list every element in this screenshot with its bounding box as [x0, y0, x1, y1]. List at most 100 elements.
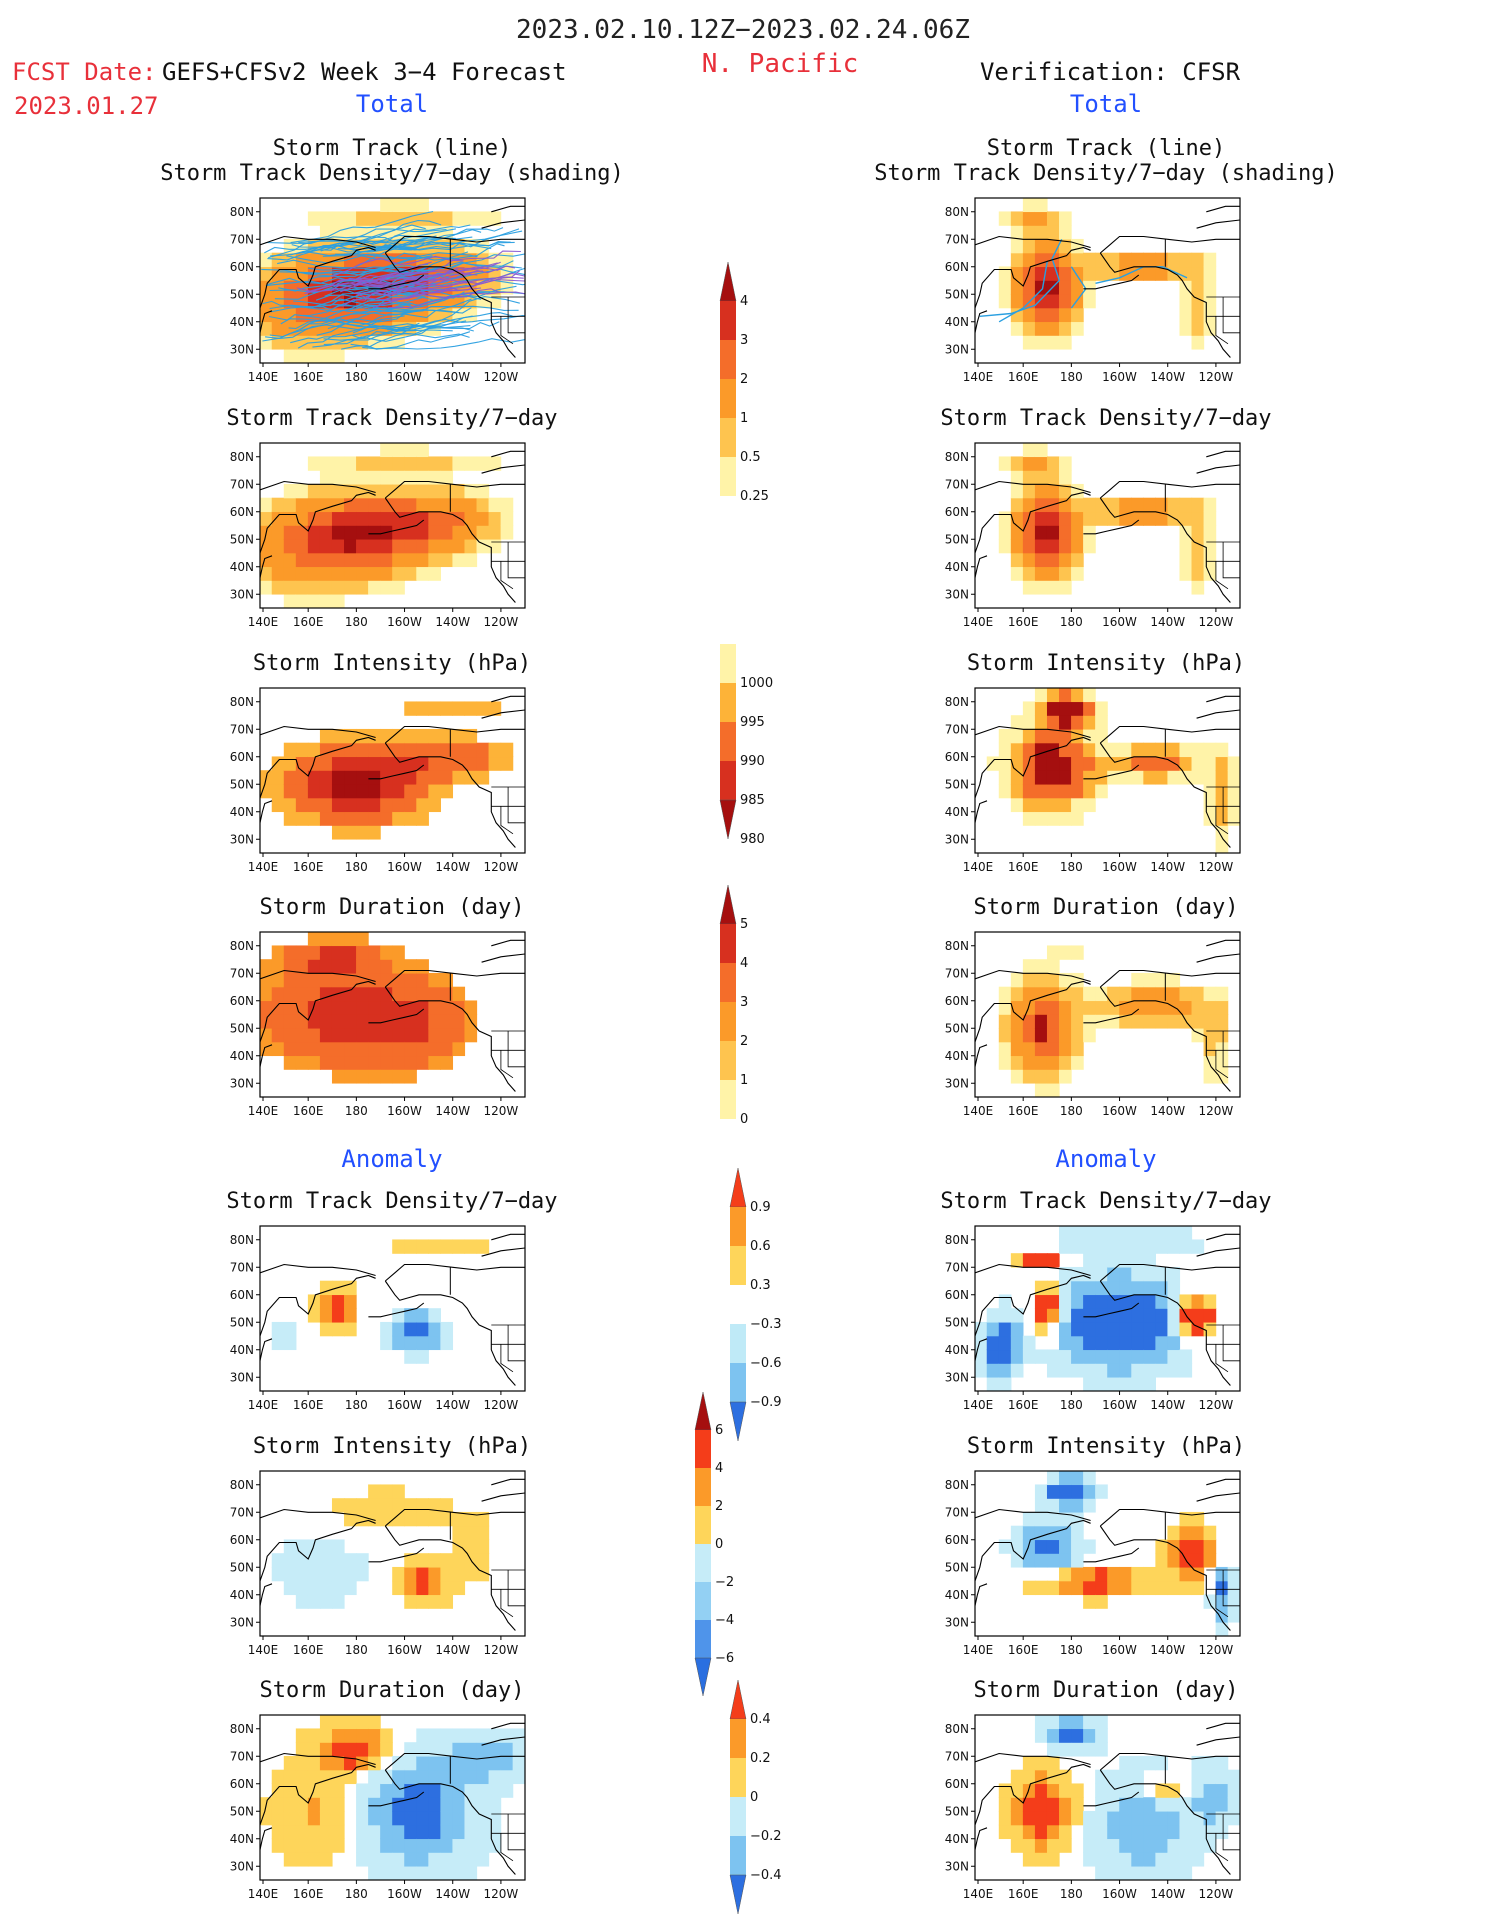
- lat-tick-label: 50N: [945, 1560, 969, 1574]
- lon-tick-label: 140E: [963, 1887, 994, 1901]
- colorbar-label: 0.2: [750, 1751, 771, 1766]
- colorbar-label: 1000: [740, 676, 773, 691]
- lon-tick-label: 160E: [293, 615, 324, 629]
- lon-tick-label: 160W: [1102, 370, 1137, 384]
- lat-tick-label: 50N: [230, 287, 254, 301]
- title-fcst-anom-density: Storm Track Density/7−day: [226, 1189, 557, 1214]
- colorbar-duration: 5 4 3 2 1 0: [719, 884, 748, 1127]
- lat-tick-label: 40N: [230, 1049, 254, 1063]
- lon-tick-label: 140E: [963, 370, 994, 384]
- colorbar-label: 4: [740, 956, 748, 971]
- lat-tick-label: 40N: [230, 805, 254, 819]
- lat-tick-label: 70N: [230, 1749, 254, 1763]
- colorbars: 43210.50.2510009959909859805432100.90.60…: [694, 261, 782, 1915]
- title-fcst-intensity: Storm Intensity (hPa): [253, 651, 531, 676]
- lat-tick-label: 80N: [230, 1722, 254, 1736]
- lat-tick-label: 80N: [230, 695, 254, 709]
- lat-tick-label: 50N: [945, 287, 969, 301]
- lon-tick-label: 160W: [387, 1887, 422, 1901]
- lon-tick-label: 120W: [484, 1398, 519, 1412]
- lat-tick-label: 40N: [230, 1343, 254, 1357]
- lon-tick-label: 180: [1060, 615, 1083, 629]
- lat-tick-label: 30N: [945, 1615, 969, 1629]
- lon-tick-label: 180: [345, 370, 368, 384]
- lon-tick-label: 140E: [963, 1398, 994, 1412]
- lon-tick-label: 180: [345, 615, 368, 629]
- lat-tick-label: 60N: [945, 1533, 969, 1547]
- lat-tick-label: 40N: [945, 560, 969, 574]
- lat-tick-label: 40N: [945, 1343, 969, 1357]
- lat-tick-label: 60N: [230, 1288, 254, 1302]
- title-cfsr-duration: Storm Duration (day): [974, 895, 1239, 920]
- fcst-total-track-map: 80N 70N 60N 50N 40N 30N 140E 160E 180 160W 140W 120…: [230, 197, 526, 384]
- lat-tick-label: 50N: [945, 1804, 969, 1818]
- lat-tick-label: 50N: [230, 777, 254, 791]
- lat-tick-label: 30N: [945, 342, 969, 356]
- title-cfsr-anom-density: Storm Track Density/7−day: [940, 1189, 1271, 1214]
- lon-tick-label: 120W: [1199, 1398, 1234, 1412]
- title-cfsr-density: Storm Track Density/7−day: [940, 406, 1271, 431]
- lon-tick-label: 120W: [1199, 615, 1234, 629]
- lon-tick-label: 160W: [1102, 1398, 1137, 1412]
- lat-tick-label: 30N: [945, 1076, 969, 1090]
- map-panels: 80N 70N 60N 50N 40N 30N 140E 160E 180 160W 140W 120…: [230, 197, 1241, 1901]
- lon-tick-label: 140E: [963, 1643, 994, 1657]
- anomaly-label-left: Anomaly: [341, 1145, 442, 1173]
- colorbar-label: 0: [715, 1537, 723, 1552]
- lat-tick-label: 40N: [945, 805, 969, 819]
- colorbar-label: −6: [715, 1651, 734, 1666]
- lon-tick-label: 180: [1060, 1104, 1083, 1118]
- lat-tick-label: 70N: [945, 966, 969, 980]
- lon-tick-label: 140W: [435, 615, 470, 629]
- fcst-anom-density-map: 80N 70N 60N 50N 40N 30N 140E 160E 180 160W 140W 120…: [230, 1225, 526, 1412]
- lat-tick-label: 30N: [230, 1370, 254, 1384]
- lat-tick-label: 60N: [945, 505, 969, 519]
- lat-tick-label: 60N: [945, 750, 969, 764]
- lat-tick-label: 50N: [945, 1315, 969, 1329]
- total-label-right: Total: [1070, 90, 1142, 118]
- cfsr-anom-duration-map: 80N 70N 60N 50N 40N 30N 140E 160E 180 160W 140W 120…: [945, 1714, 1241, 1901]
- lat-tick-label: 60N: [230, 750, 254, 764]
- lat-tick-label: 70N: [230, 1260, 254, 1274]
- region-label: N. Pacific: [702, 49, 859, 79]
- lon-tick-label: 160E: [293, 1104, 324, 1118]
- anomaly-label-right: Anomaly: [1055, 1145, 1156, 1173]
- colorbar-label: 5: [740, 917, 748, 932]
- lat-tick-label: 50N: [945, 777, 969, 791]
- lon-tick-label: 120W: [1199, 1104, 1234, 1118]
- lon-tick-label: 160E: [1008, 1887, 1038, 1901]
- lat-tick-label: 80N: [230, 1478, 254, 1492]
- lon-tick-label: 140W: [435, 860, 470, 874]
- period-title: 2023.02.10.12Z−2023.02.24.06Z: [516, 15, 970, 45]
- title-fcst-density: Storm Track Density/7−day: [226, 406, 557, 431]
- lat-tick-label: 50N: [945, 532, 969, 546]
- lon-tick-label: 180: [1060, 860, 1083, 874]
- lat-tick-label: 70N: [230, 477, 254, 491]
- lon-tick-label: 160W: [1102, 860, 1137, 874]
- lat-tick-label: 80N: [230, 205, 254, 219]
- title-fcst-anom-duration: Storm Duration (day): [260, 1678, 525, 1703]
- lat-tick-label: 80N: [945, 1233, 969, 1247]
- lat-tick-label: 50N: [230, 1021, 254, 1035]
- colorbar-label: 1: [740, 1073, 748, 1088]
- lon-tick-label: 120W: [1199, 1643, 1234, 1657]
- lon-tick-label: 140W: [435, 370, 470, 384]
- lon-tick-label: 140E: [248, 1398, 279, 1412]
- lon-tick-label: 180: [1060, 1643, 1083, 1657]
- lon-tick-label: 140E: [963, 1104, 994, 1118]
- fcst-total-duration-map: 80N 70N 60N 50N 40N 30N 140E 160E 180 160W 140W 120…: [230, 931, 526, 1118]
- lon-tick-label: 160E: [293, 1398, 324, 1412]
- colorbar-label: −0.2: [750, 1829, 782, 1844]
- lat-tick-label: 70N: [230, 1505, 254, 1519]
- colorbar-label: 0.6: [750, 1239, 771, 1254]
- colorbar-label: 0.5: [740, 450, 761, 465]
- title-fcst-anom-intensity: Storm Intensity (hPa): [253, 1434, 531, 1459]
- lat-tick-label: 60N: [945, 260, 969, 274]
- lon-tick-label: 140W: [435, 1643, 470, 1657]
- lon-tick-label: 140W: [1150, 1643, 1185, 1657]
- cfsr-total-density-map: 80N 70N 60N 50N 40N 30N 140E 160E 180 160W 140W 120…: [945, 442, 1241, 629]
- lon-tick-label: 180: [345, 1104, 368, 1118]
- lat-tick-label: 60N: [230, 505, 254, 519]
- lon-tick-label: 160W: [387, 1104, 422, 1118]
- lat-tick-label: 50N: [945, 1021, 969, 1035]
